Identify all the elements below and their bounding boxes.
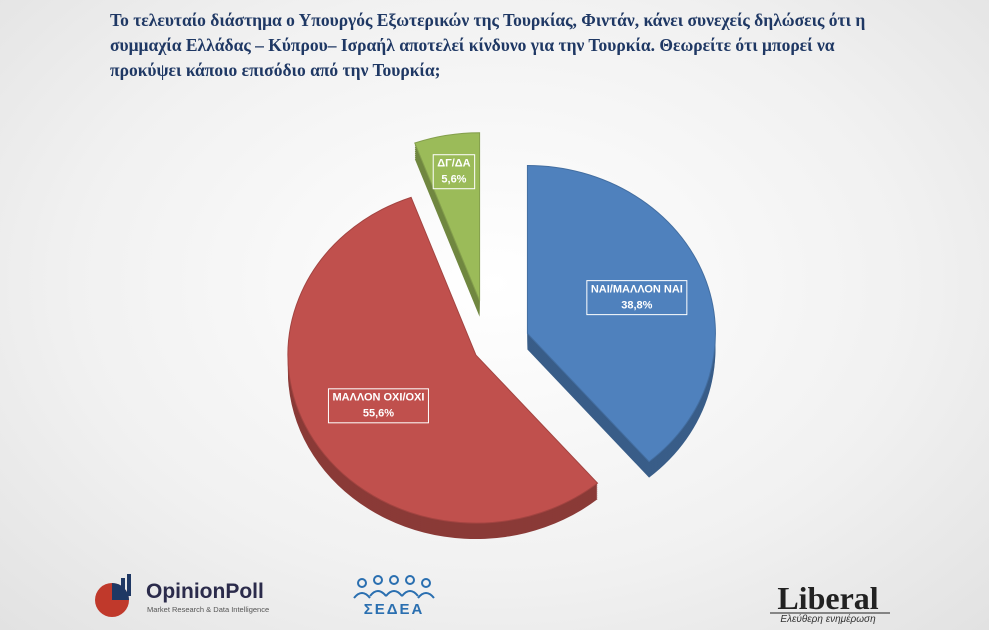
slice-category: ΔΓ/ΔΑ <box>437 158 470 170</box>
logo-text: ΣΕΔΕΑ <box>364 601 425 618</box>
slice <box>414 132 481 301</box>
logo-icon <box>127 574 131 596</box>
slice-value: 55,6% <box>363 408 394 420</box>
logo-text: Liberal <box>777 580 878 616</box>
chart-title: Το τελευταίο διάστημα ο Υπουργός Εξωτερι… <box>110 10 866 80</box>
slice-value: 38,8% <box>621 300 652 312</box>
label-box <box>586 280 688 316</box>
logo-icon <box>121 578 125 596</box>
data-label: ΜΑΛΛΟΝ ΟΧΙ/ΟΧΙ 55,6% <box>327 388 429 424</box>
logo-text: OpinionPoll <box>146 580 264 603</box>
logo-tagline: Market Research & Data Intelligence <box>147 605 269 614</box>
slice-category: ΜΑΛΛΟΝ ΟΧΙ/ΟΧΙ <box>332 392 424 404</box>
logo-icon <box>112 583 129 600</box>
data-label: ΝΑΙ/ΜΑΛΛΟΝ ΝΑΙ 38,8% <box>586 280 688 316</box>
pie: ΝΑΙ/ΜΑΛΛΟΝ ΝΑΙ 38,8% ΜΑΛΛΟΝ ΟΧΙ/ΟΧΙ 55,6% ΔΓ… <box>287 132 716 540</box>
slice <box>287 196 599 524</box>
data-label: ΔΓ/ΔΑ 5,6% <box>432 154 476 190</box>
slice-value: 5,6% <box>441 174 466 186</box>
logo-icon <box>353 575 435 599</box>
slice-category: ΝΑΙ/ΜΑΛΛΟΝ ΝΑΙ <box>591 284 683 296</box>
label-box <box>327 388 429 424</box>
slice <box>526 165 716 463</box>
logo-tagline: Ελεύθερη ενημέρωση <box>780 613 876 625</box>
label-box <box>432 154 476 190</box>
